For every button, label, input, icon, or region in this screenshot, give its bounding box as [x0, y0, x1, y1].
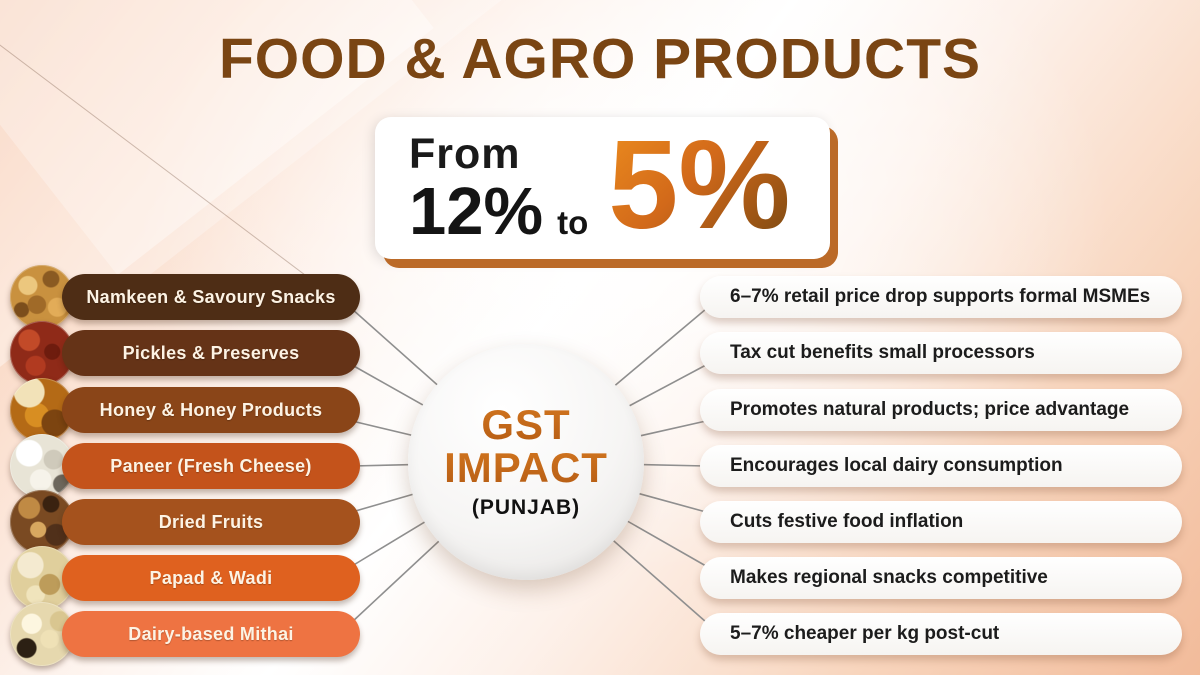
rate-from-group: From 12% to — [409, 130, 589, 250]
product-pill: Dairy-based Mithai — [62, 611, 360, 657]
gst-subtitle: (PUNJAB) — [471, 495, 581, 519]
product-label: Papad & Wadi — [149, 567, 273, 588]
impact-label: 5–7% cheaper per kg post-cut — [730, 623, 1000, 644]
product-label: Dried Fruits — [158, 511, 264, 532]
product-pill: Namkeen & Savoury Snacks — [62, 274, 360, 320]
product-row: Papad & Wadi — [10, 546, 362, 610]
dried-fruits-photo-icon — [10, 490, 74, 554]
product-row: Dairy-based Mithai — [10, 602, 362, 666]
product-row: Paneer (Fresh Cheese) — [10, 434, 362, 498]
product-row: Namkeen & Savoury Snacks — [10, 265, 362, 329]
product-label: Pickles & Preserves — [122, 342, 300, 363]
impact-label: Cuts festive food inflation — [730, 511, 964, 532]
impact-pill: 6–7% retail price drop supports formal M… — [700, 276, 1182, 318]
impact-label: Makes regional snacks competitive — [730, 567, 1048, 588]
product-label: Paneer (Fresh Cheese) — [110, 455, 312, 476]
gst-title-line1: GST — [481, 401, 571, 449]
gst-impact-circle: GST IMPACT (PUNJAB) — [408, 344, 644, 580]
product-label: Dairy-based Mithai — [128, 623, 294, 644]
rate-to-label: to — [557, 203, 589, 241]
product-pill: Dried Fruits — [62, 499, 360, 545]
impact-label: Tax cut benefits small processors — [730, 342, 1035, 363]
product-pill: Honey & Honey Products — [62, 387, 360, 433]
mithai-photo-icon — [10, 602, 74, 666]
pickles-photo-icon — [10, 321, 74, 385]
gst-title-line2: IMPACT — [444, 444, 608, 491]
impact-pill: Encourages local dairy consumption — [700, 445, 1182, 487]
product-row: Honey & Honey Products — [10, 378, 362, 442]
product-row: Pickles & Preserves — [10, 321, 362, 385]
new-rate-value: 5% — [608, 114, 791, 256]
product-pill: Papad & Wadi — [62, 555, 360, 601]
impact-pill: Promotes natural products; price advanta… — [700, 389, 1182, 431]
product-label: Namkeen & Savoury Snacks — [86, 286, 336, 307]
impact-pill: Tax cut benefits small processors — [700, 332, 1182, 374]
impact-pill: Cuts festive food inflation — [700, 501, 1182, 543]
rate-change-box: From 12% to 5% — [375, 117, 830, 259]
impact-pill: Makes regional snacks competitive — [700, 557, 1182, 599]
page-title: FOOD & AGRO PRODUCTS — [218, 27, 982, 91]
product-pill: Paneer (Fresh Cheese) — [62, 443, 360, 489]
impact-label: 6–7% retail price drop supports formal M… — [730, 286, 1151, 307]
old-rate-value: 12% — [409, 174, 544, 250]
product-row: Dried Fruits — [10, 490, 362, 554]
impact-label: Encourages local dairy consumption — [730, 455, 1063, 476]
impact-label: Promotes natural products; price advanta… — [730, 399, 1130, 420]
product-label: Honey & Honey Products — [99, 399, 323, 420]
impact-pill: 5–7% cheaper per kg post-cut — [700, 613, 1182, 655]
rate-from-label: From — [409, 130, 521, 179]
product-pill: Pickles & Preserves — [62, 330, 360, 376]
